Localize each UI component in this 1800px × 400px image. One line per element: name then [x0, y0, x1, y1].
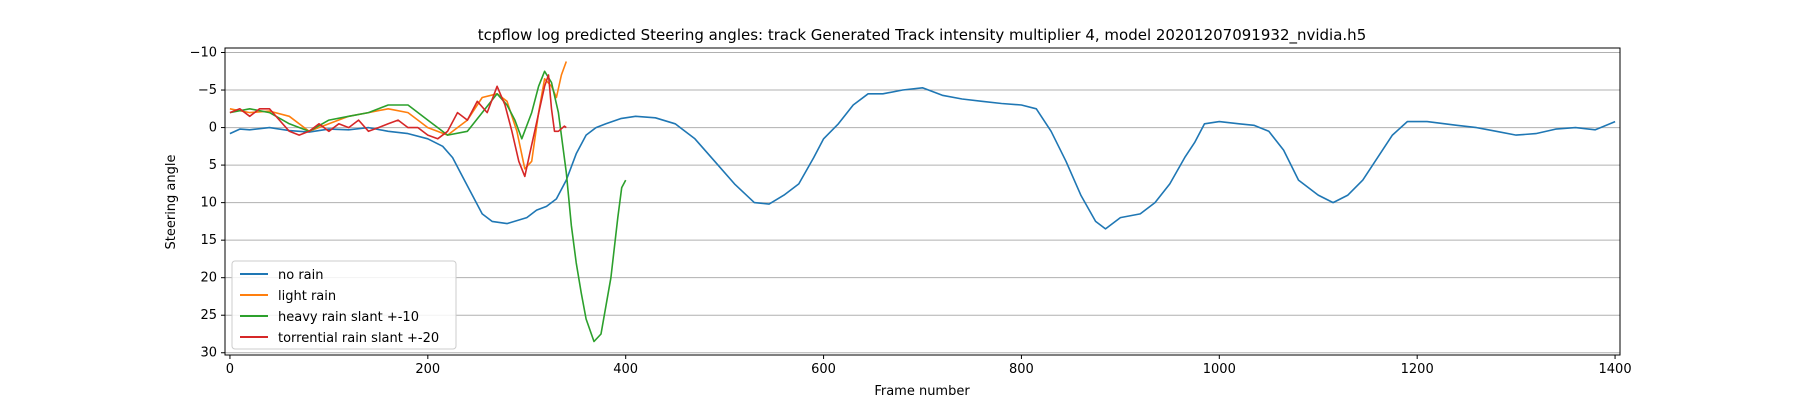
series-lines	[229, 61, 1616, 343]
legend-label: light rain	[278, 289, 336, 304]
series-line-3	[229, 70, 627, 343]
series-line-4	[229, 74, 567, 178]
x-tick-label: 400	[613, 362, 638, 377]
y-axis-ticks: −10 −5 0 5 10 15 20 25 30	[190, 46, 225, 361]
legend-entries: no rain light rain heavy rain slant +-10 to…	[240, 268, 439, 346]
y-tick-label: 20	[200, 271, 217, 286]
series-line-1	[229, 87, 1616, 230]
legend-box	[231, 260, 457, 350]
x-tick-label: 800	[1009, 362, 1034, 377]
y-axis-title: Steering angle	[164, 155, 179, 250]
legend-label: torrential rain slant +-20	[278, 331, 439, 346]
x-tick-label: 600	[811, 362, 836, 377]
y-tick-label: 15	[200, 233, 217, 248]
legend: no rain light rain heavy rain slant +-10 to…	[231, 260, 457, 350]
x-axis-ticks: 0 200 400 600 800 1000 1200 1400	[226, 355, 1632, 377]
x-axis-title: Frame number	[874, 384, 970, 399]
x-tick-label: 1200	[1401, 362, 1434, 377]
plot-area-background	[225, 48, 1620, 355]
x-tick-label: 200	[415, 362, 440, 377]
y-tick-label: 10	[200, 196, 217, 211]
x-tick-label: 1400	[1599, 362, 1632, 377]
legend-label: heavy rain slant +-10	[278, 310, 419, 325]
legend-label: no rain	[278, 268, 324, 283]
plot-frame	[224, 47, 1621, 356]
y-tick-label: 30	[200, 346, 217, 361]
chart-title: tcpflow log predicted Steering angles: t…	[478, 26, 1367, 45]
x-tick-label: 0	[226, 362, 234, 377]
y-tick-label: 25	[200, 308, 217, 323]
y-tick-label: −10	[190, 46, 217, 61]
y-tick-label: −5	[198, 83, 217, 98]
y-tick-label: 5	[209, 158, 217, 173]
y-tick-label: 0	[209, 121, 217, 136]
x-tick-label: 1000	[1203, 362, 1236, 377]
